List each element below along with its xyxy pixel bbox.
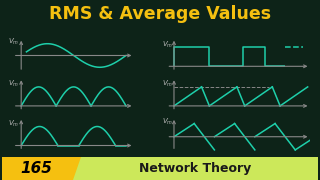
Text: $V_m$: $V_m$ (162, 116, 173, 127)
Text: $V_m$: $V_m$ (8, 37, 19, 47)
Polygon shape (2, 157, 83, 180)
Text: $V_m$: $V_m$ (8, 119, 19, 129)
Text: 165: 165 (20, 161, 52, 176)
Text: $V_m$: $V_m$ (162, 39, 173, 50)
Text: RMS & Average Values: RMS & Average Values (49, 5, 271, 23)
Text: Network Theory: Network Theory (139, 162, 251, 175)
Polygon shape (73, 157, 318, 180)
Text: $V_m$: $V_m$ (8, 79, 19, 89)
Text: $V_m$: $V_m$ (162, 79, 173, 89)
